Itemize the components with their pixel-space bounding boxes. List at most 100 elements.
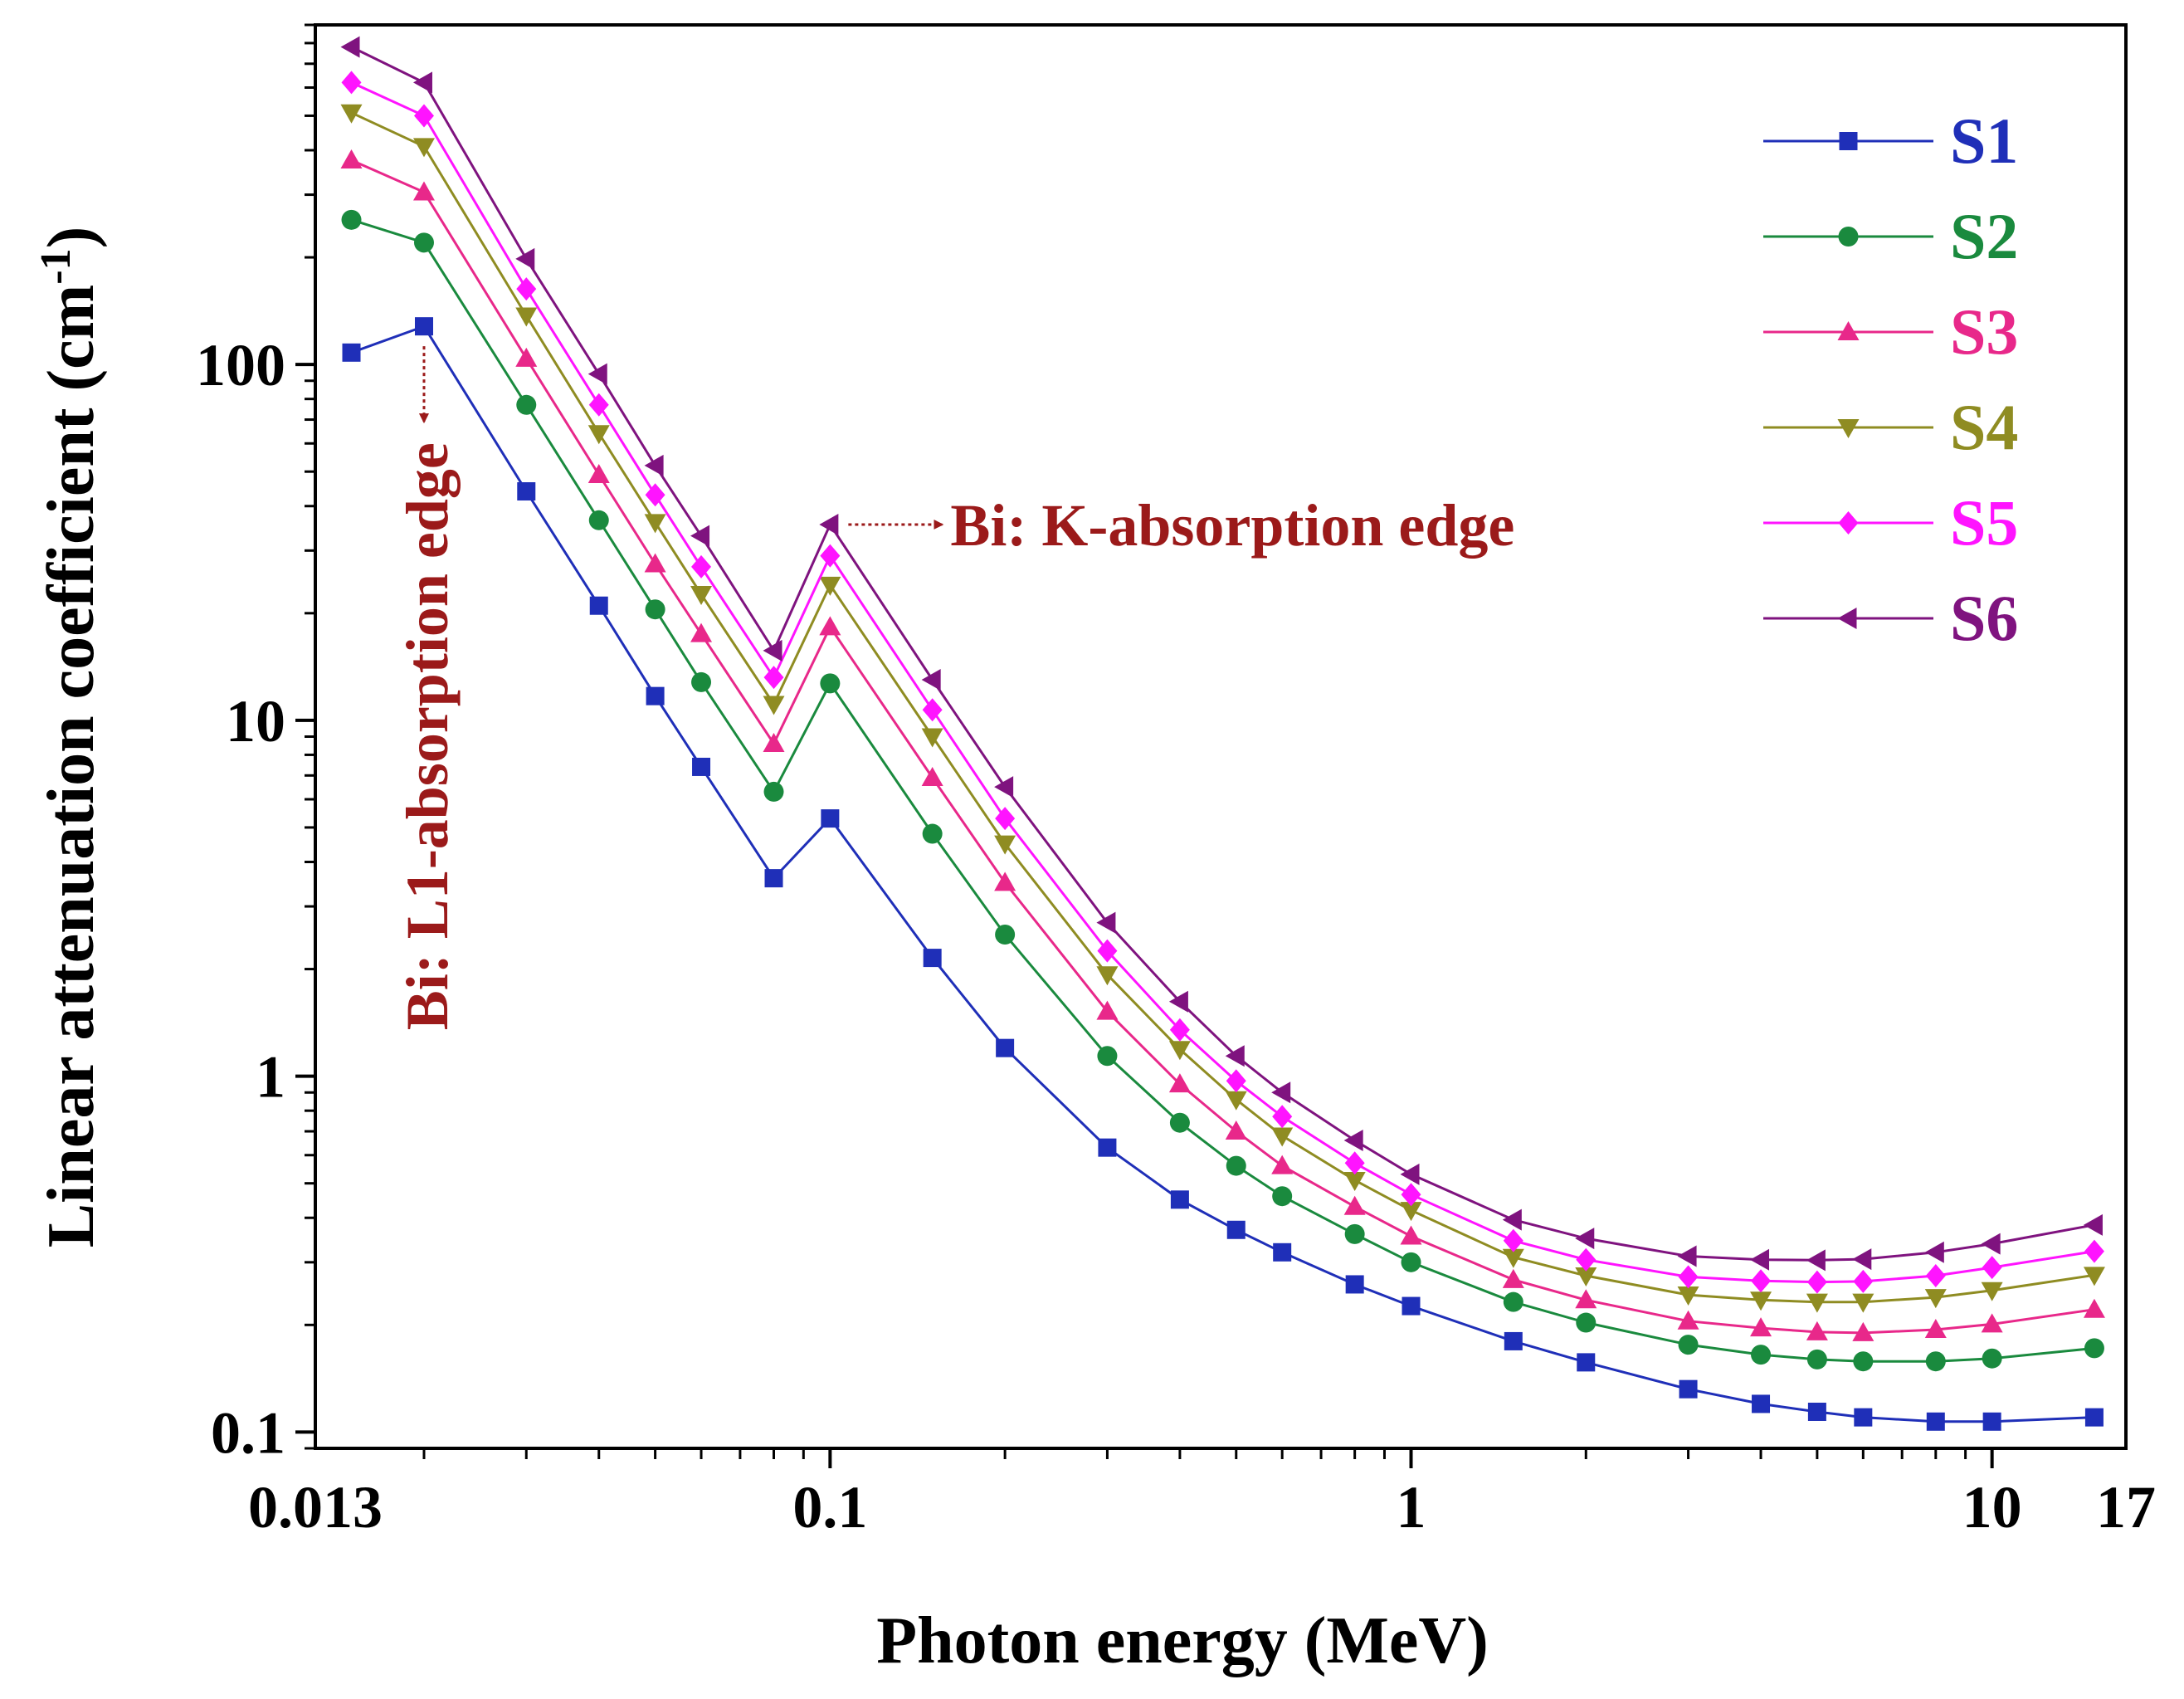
x-axis-title: Photon energy (MeV) <box>876 1604 1489 1677</box>
data-point-s3 <box>1168 1073 1191 1093</box>
data-point-s2 <box>1401 1252 1421 1272</box>
data-point-s6 <box>1096 911 1116 934</box>
data-point-s4 <box>1168 1041 1191 1061</box>
data-point-s4 <box>994 835 1016 855</box>
legend-marker <box>1839 132 1858 150</box>
legend-item-s2: S2 <box>1763 200 2018 272</box>
data-point-s2 <box>1272 1186 1293 1207</box>
series-line-s6 <box>350 46 2095 1262</box>
data-point-s2 <box>1344 1223 1365 1244</box>
data-point-s3 <box>515 347 538 367</box>
data-point-s2 <box>1503 1291 1523 1312</box>
data-point-s6 <box>1677 1245 1697 1267</box>
data-point-s4 <box>515 307 538 327</box>
data-point-s5 <box>1503 1228 1523 1252</box>
data-point-s1 <box>692 757 711 776</box>
data-point-s6 <box>1343 1130 1363 1152</box>
data-point-s6 <box>994 776 1014 798</box>
data-point-s1 <box>1854 1408 1873 1427</box>
data-point-s2 <box>1097 1046 1118 1067</box>
data-point-s6 <box>1575 1228 1595 1250</box>
data-point-s1 <box>414 317 433 336</box>
series-line-s4 <box>350 111 2095 1304</box>
data-point-s2 <box>1925 1351 1946 1372</box>
data-point-s3 <box>1981 1313 2003 1333</box>
data-point-s3 <box>994 871 1016 891</box>
x-tick-label: 17 <box>2096 1474 2156 1540</box>
data-point-s5 <box>588 393 609 417</box>
data-point-s4 <box>1096 966 1119 986</box>
data-point-s2 <box>341 209 362 230</box>
data-point-s4 <box>1981 1282 2003 1301</box>
data-point-s6 <box>921 669 941 691</box>
legend-item-s1: S1 <box>1763 105 2018 177</box>
data-point-s5 <box>413 104 434 128</box>
data-point-s3 <box>644 553 666 573</box>
data-point-s2 <box>1853 1351 1874 1372</box>
x-tick-label: 10 <box>1962 1474 2022 1540</box>
data-point-s6 <box>515 247 535 270</box>
data-point-s2 <box>1226 1155 1246 1176</box>
series-s6 <box>340 36 2103 1272</box>
data-point-s2 <box>820 673 841 694</box>
data-point-s4 <box>1677 1286 1699 1306</box>
data-point-s1 <box>1170 1190 1189 1209</box>
data-point-s3 <box>921 766 943 786</box>
data-point-s5 <box>1097 939 1118 963</box>
data-point-s1 <box>1982 1412 2001 1431</box>
data-point-s3 <box>690 622 713 642</box>
data-point-s1 <box>1752 1394 1771 1413</box>
data-point-s6 <box>1271 1081 1291 1104</box>
series-layer <box>340 36 2105 1431</box>
data-point-s1 <box>1504 1331 1523 1350</box>
data-point-s1 <box>517 482 536 501</box>
data-point-s5 <box>516 277 537 301</box>
data-point-s6 <box>1852 1248 1872 1271</box>
data-point-s1 <box>1226 1220 1246 1239</box>
y-tick-label: 10 <box>226 688 285 754</box>
y-axis-title-superscript: -1 <box>32 248 80 284</box>
data-point-s3 <box>1400 1225 1422 1245</box>
data-point-s1 <box>821 809 840 828</box>
data-point-s2 <box>516 394 537 415</box>
data-point-s5 <box>1853 1269 1874 1293</box>
legend-marker <box>1838 511 1859 535</box>
data-point-s1 <box>1679 1379 1698 1399</box>
data-point-s4 <box>1502 1248 1524 1268</box>
data-point-s1 <box>1402 1296 1421 1316</box>
k-edge-label: Bi: K-absorption edge <box>950 492 1514 559</box>
data-point-s2 <box>691 671 712 692</box>
data-point-s5 <box>763 666 784 690</box>
data-point-s5 <box>1226 1069 1246 1093</box>
legend-item-s5: S5 <box>1763 486 2018 559</box>
data-point-s6 <box>340 36 360 58</box>
legend: S1 S2 S3 S4 S5 S6 <box>1763 105 2018 654</box>
legend-label: S4 <box>1950 391 2018 463</box>
data-point-s4 <box>1575 1267 1597 1287</box>
data-point-s2 <box>995 925 1016 945</box>
annotation-layer: Bi: L1-absorption edge Bi: K-absorption e… <box>394 346 1514 1030</box>
data-point-s2 <box>645 599 665 620</box>
data-point-s1 <box>1807 1402 1826 1421</box>
data-point-s3 <box>1096 1000 1119 1020</box>
x-tick-label: 0.013 <box>248 1474 383 1540</box>
series-s3 <box>340 149 2105 1341</box>
legend-label: S5 <box>1950 486 2018 559</box>
data-point-s4 <box>412 138 435 158</box>
data-point-s3 <box>819 616 841 636</box>
data-point-s3 <box>1750 1317 1772 1337</box>
data-point-s6 <box>763 639 782 662</box>
data-point-s6 <box>644 454 664 476</box>
data-point-s3 <box>412 181 435 201</box>
l1-edge-label: Bi: L1-absorption edge <box>394 442 461 1030</box>
y-tick-label: 100 <box>196 332 285 398</box>
data-point-s2 <box>2084 1338 2104 1359</box>
data-point-s2 <box>1576 1312 1597 1333</box>
legend-marker <box>1837 419 1860 438</box>
data-point-s6 <box>819 513 839 535</box>
data-point-s2 <box>1982 1348 2002 1369</box>
data-point-s5 <box>1272 1105 1293 1129</box>
data-point-s1 <box>1926 1412 1945 1431</box>
data-point-s4 <box>1750 1291 1772 1311</box>
